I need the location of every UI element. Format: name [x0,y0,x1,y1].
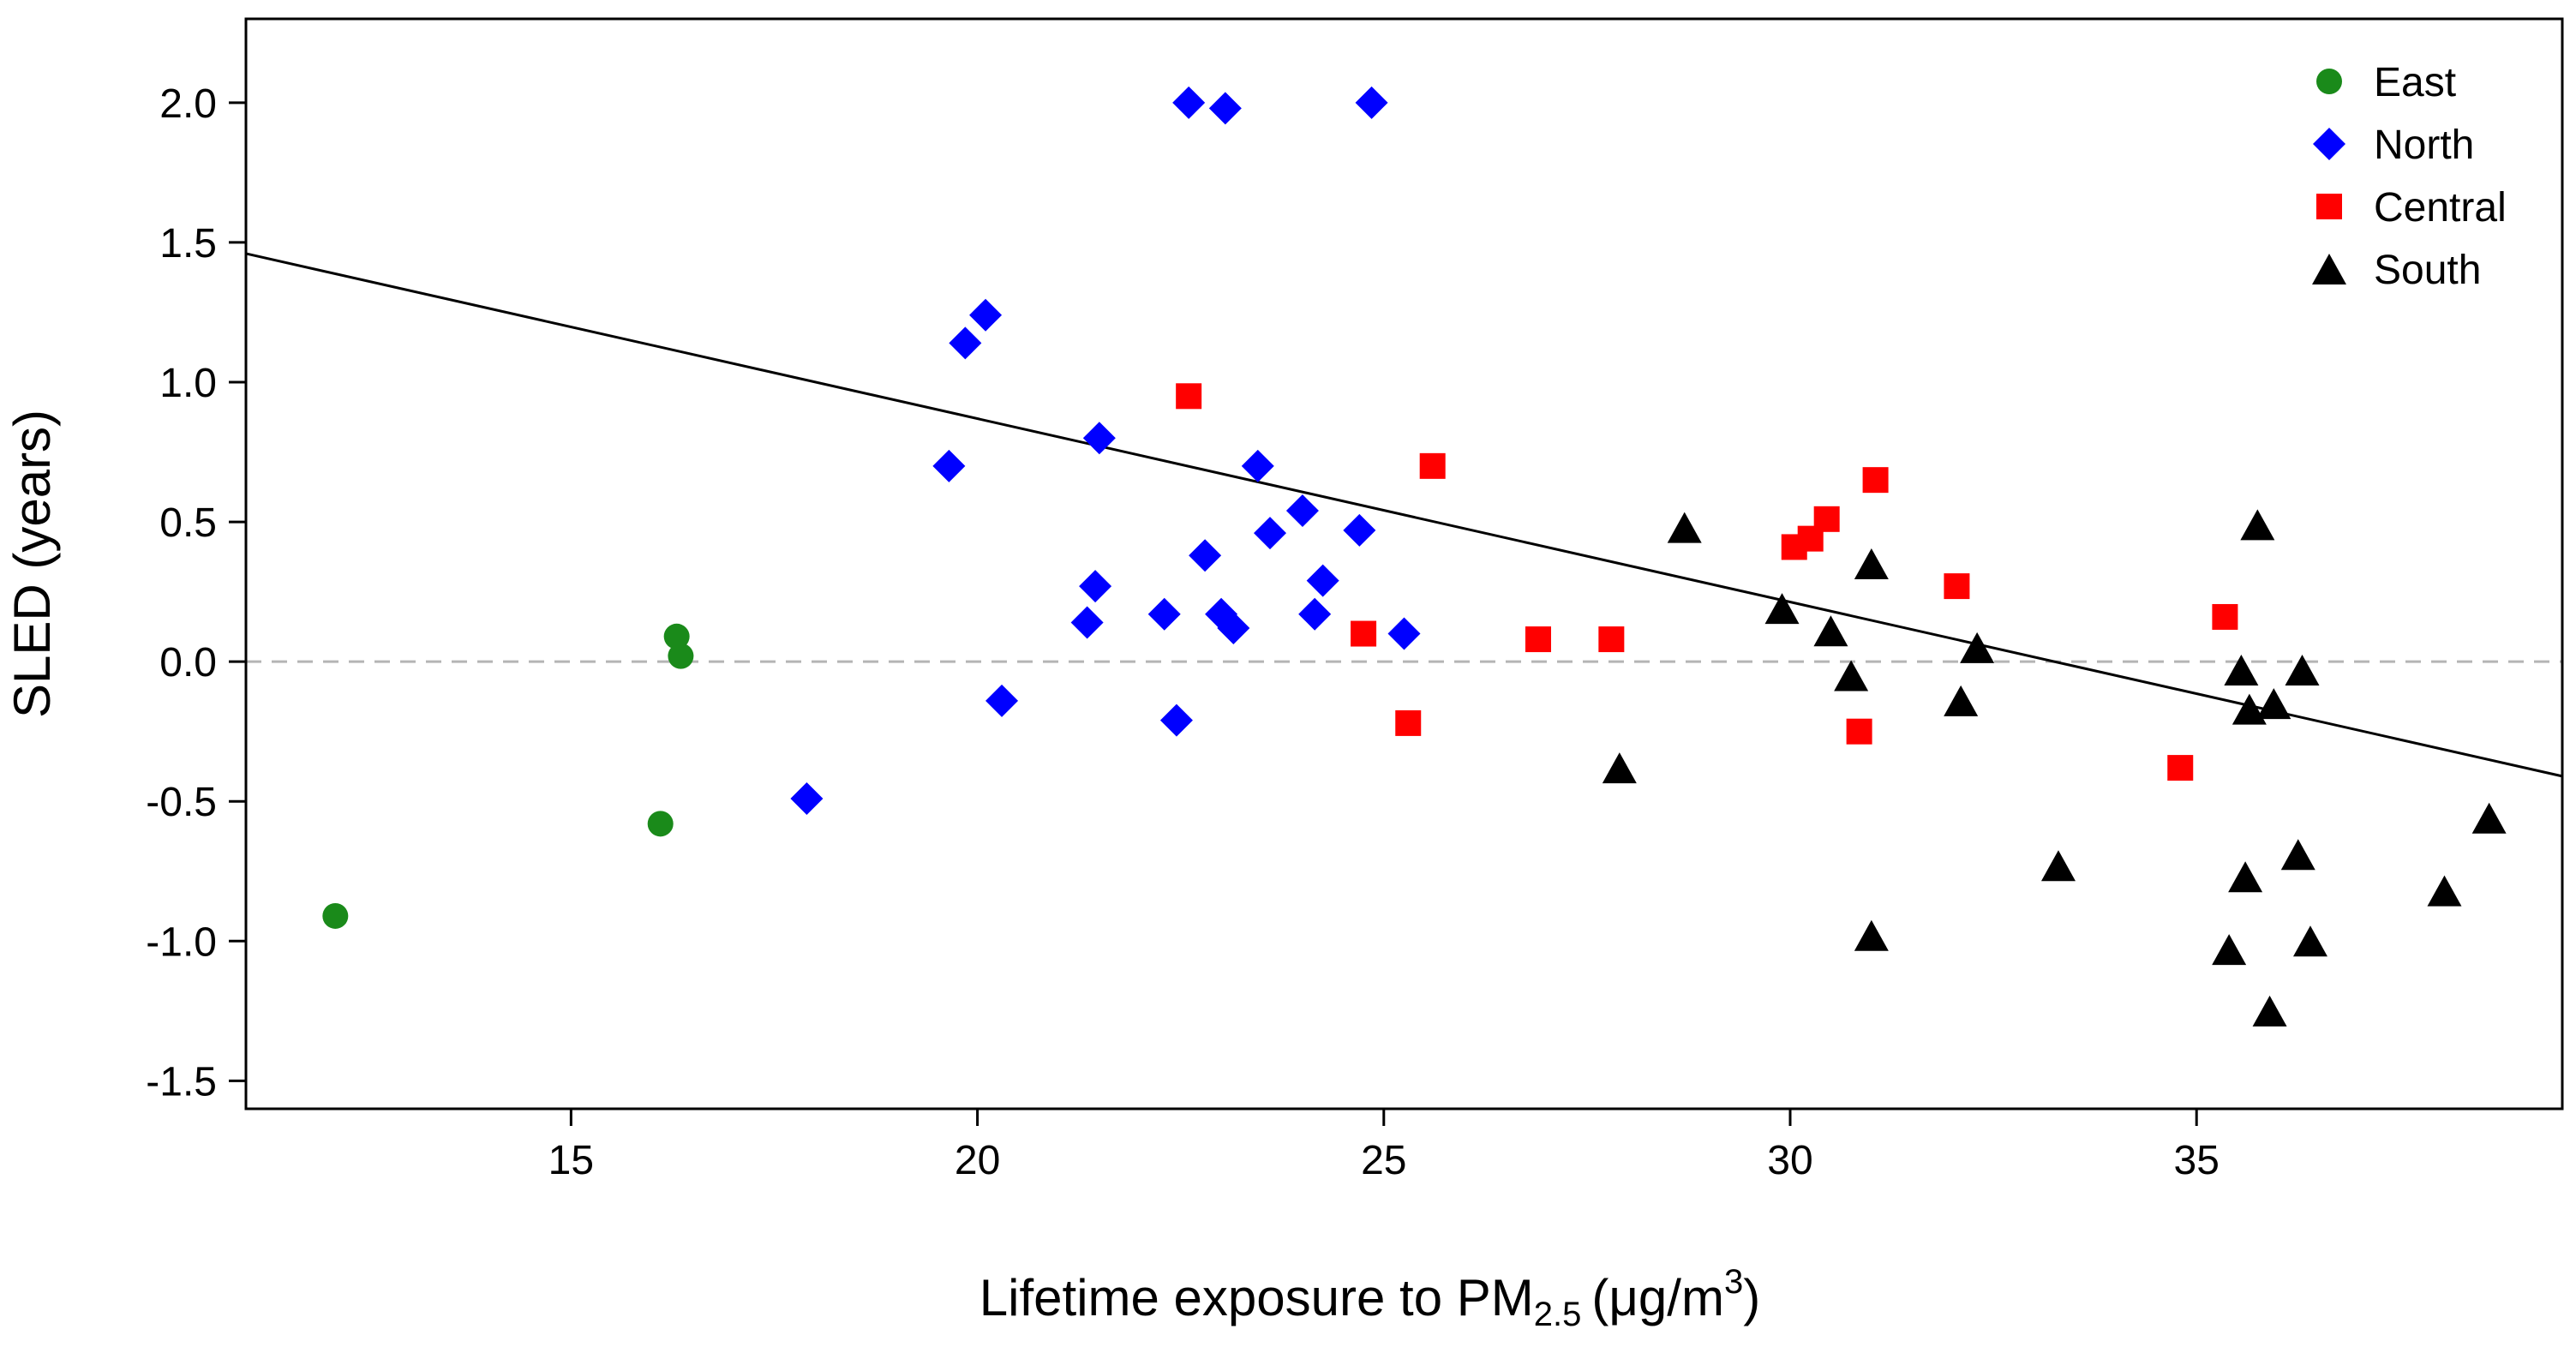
point-south [1834,660,1869,691]
point-east [663,623,690,650]
y-tick-label: -1.5 [146,1059,217,1105]
point-south [2285,654,2320,685]
x-axis-title: Lifetime exposure to PM2.5 (μg/m3) [979,1263,1760,1333]
legend-marker-central [2316,194,2342,219]
series-east [322,623,694,929]
y-axis-title: SLED (years) [3,410,61,718]
regression-layer [245,252,2563,778]
y-tick-label: 1.0 [159,361,217,406]
point-central [1598,626,1625,653]
point-central [2167,755,2194,781]
point-south [2256,688,2291,720]
y-tick-label: 2.0 [159,81,217,127]
point-north [1285,494,1319,528]
legend-label-south: South [2374,248,2481,293]
point-south [1960,632,1995,663]
point-north [1217,612,1250,645]
x-axis-title-superscript: 3 [1724,1263,1743,1301]
plot-frame [244,17,2564,1111]
point-south [1813,615,1848,647]
point-east [322,902,349,929]
x-tick-label: 35 [2174,1138,2220,1183]
x-tick-label: 25 [1361,1138,1406,1183]
point-north [985,684,1019,717]
x-tick-label: 20 [955,1138,1000,1183]
x-axis-title-main: Lifetime exposure to PM [979,1269,1534,1326]
point-south [2040,850,2076,882]
point-central [1846,718,1872,745]
point-east [647,811,674,837]
series-central [1176,383,2238,781]
point-south [1667,512,1702,543]
point-south [2224,654,2259,685]
point-central [1419,452,1446,479]
point-south [1854,548,1889,579]
y-tick-label: 0.5 [159,500,217,546]
point-north [1355,86,1388,119]
point-south [2252,995,2287,1027]
regression-line [245,252,2563,778]
legend-marker-south [2312,254,2346,284]
x-axis-title-unit-close: ) [1743,1269,1760,1326]
point-central [1813,506,1840,532]
point-central [1395,709,1422,736]
point-north [1079,570,1112,603]
point-north [1343,513,1376,547]
point-south [2228,861,2263,893]
point-north [1208,92,1242,125]
point-south [1602,752,1637,784]
point-north [1070,606,1104,639]
axis-ticks: 15 20 25 30 35 -1.5 -1.0 -0.5 0.0 0.5 1.0 1.5 2.0 [146,81,2220,1183]
point-south [1854,919,1889,951]
series-north [790,86,1421,815]
legend-marker-east [2316,69,2342,94]
point-east [668,643,694,669]
data-points [322,86,2507,1027]
point-central [1525,626,1551,653]
point-central [1862,467,1889,494]
legend-marker-north [2313,128,2345,160]
point-central [1351,620,1377,647]
point-north [1241,449,1274,482]
point-south [2292,925,2327,957]
point-north [1172,86,1206,119]
point-south [2280,839,2315,871]
legend: East North Central South [2312,60,2507,293]
y-tick-label: 1.5 [159,221,217,266]
point-central [1176,383,1202,410]
point-north [949,326,982,360]
point-south [1764,593,1800,625]
point-north [969,298,1003,332]
legend-label-central: Central [2374,185,2507,230]
x-axis-title-unit-open: (μg/m [1591,1269,1724,1326]
point-north [1254,517,1287,550]
point-north [1082,422,1116,455]
x-tick-label: 30 [1767,1138,1812,1183]
point-north [1159,703,1193,737]
legend-label-east: East [2374,60,2456,105]
point-south [2471,802,2507,834]
point-south [2240,509,2275,541]
point-north [1189,539,1222,572]
point-north [1298,597,1332,631]
point-north [932,449,966,482]
point-central [2212,603,2238,630]
point-north [1147,597,1181,631]
x-axis-title-subscript: 2.5 [1534,1296,1582,1333]
point-south [1944,685,1979,716]
point-central [1944,573,1970,600]
point-south [2427,875,2462,907]
legend-label-north: North [2374,123,2474,168]
x-tick-label: 15 [548,1138,594,1183]
series-south [1602,509,2507,1027]
point-north [1387,617,1421,650]
y-tick-label: 0.0 [159,640,217,685]
y-tick-label: -1.0 [146,919,217,965]
point-north [790,781,824,815]
point-south [2212,934,2247,966]
y-tick-label: -0.5 [146,780,217,825]
point-north [1306,564,1339,597]
